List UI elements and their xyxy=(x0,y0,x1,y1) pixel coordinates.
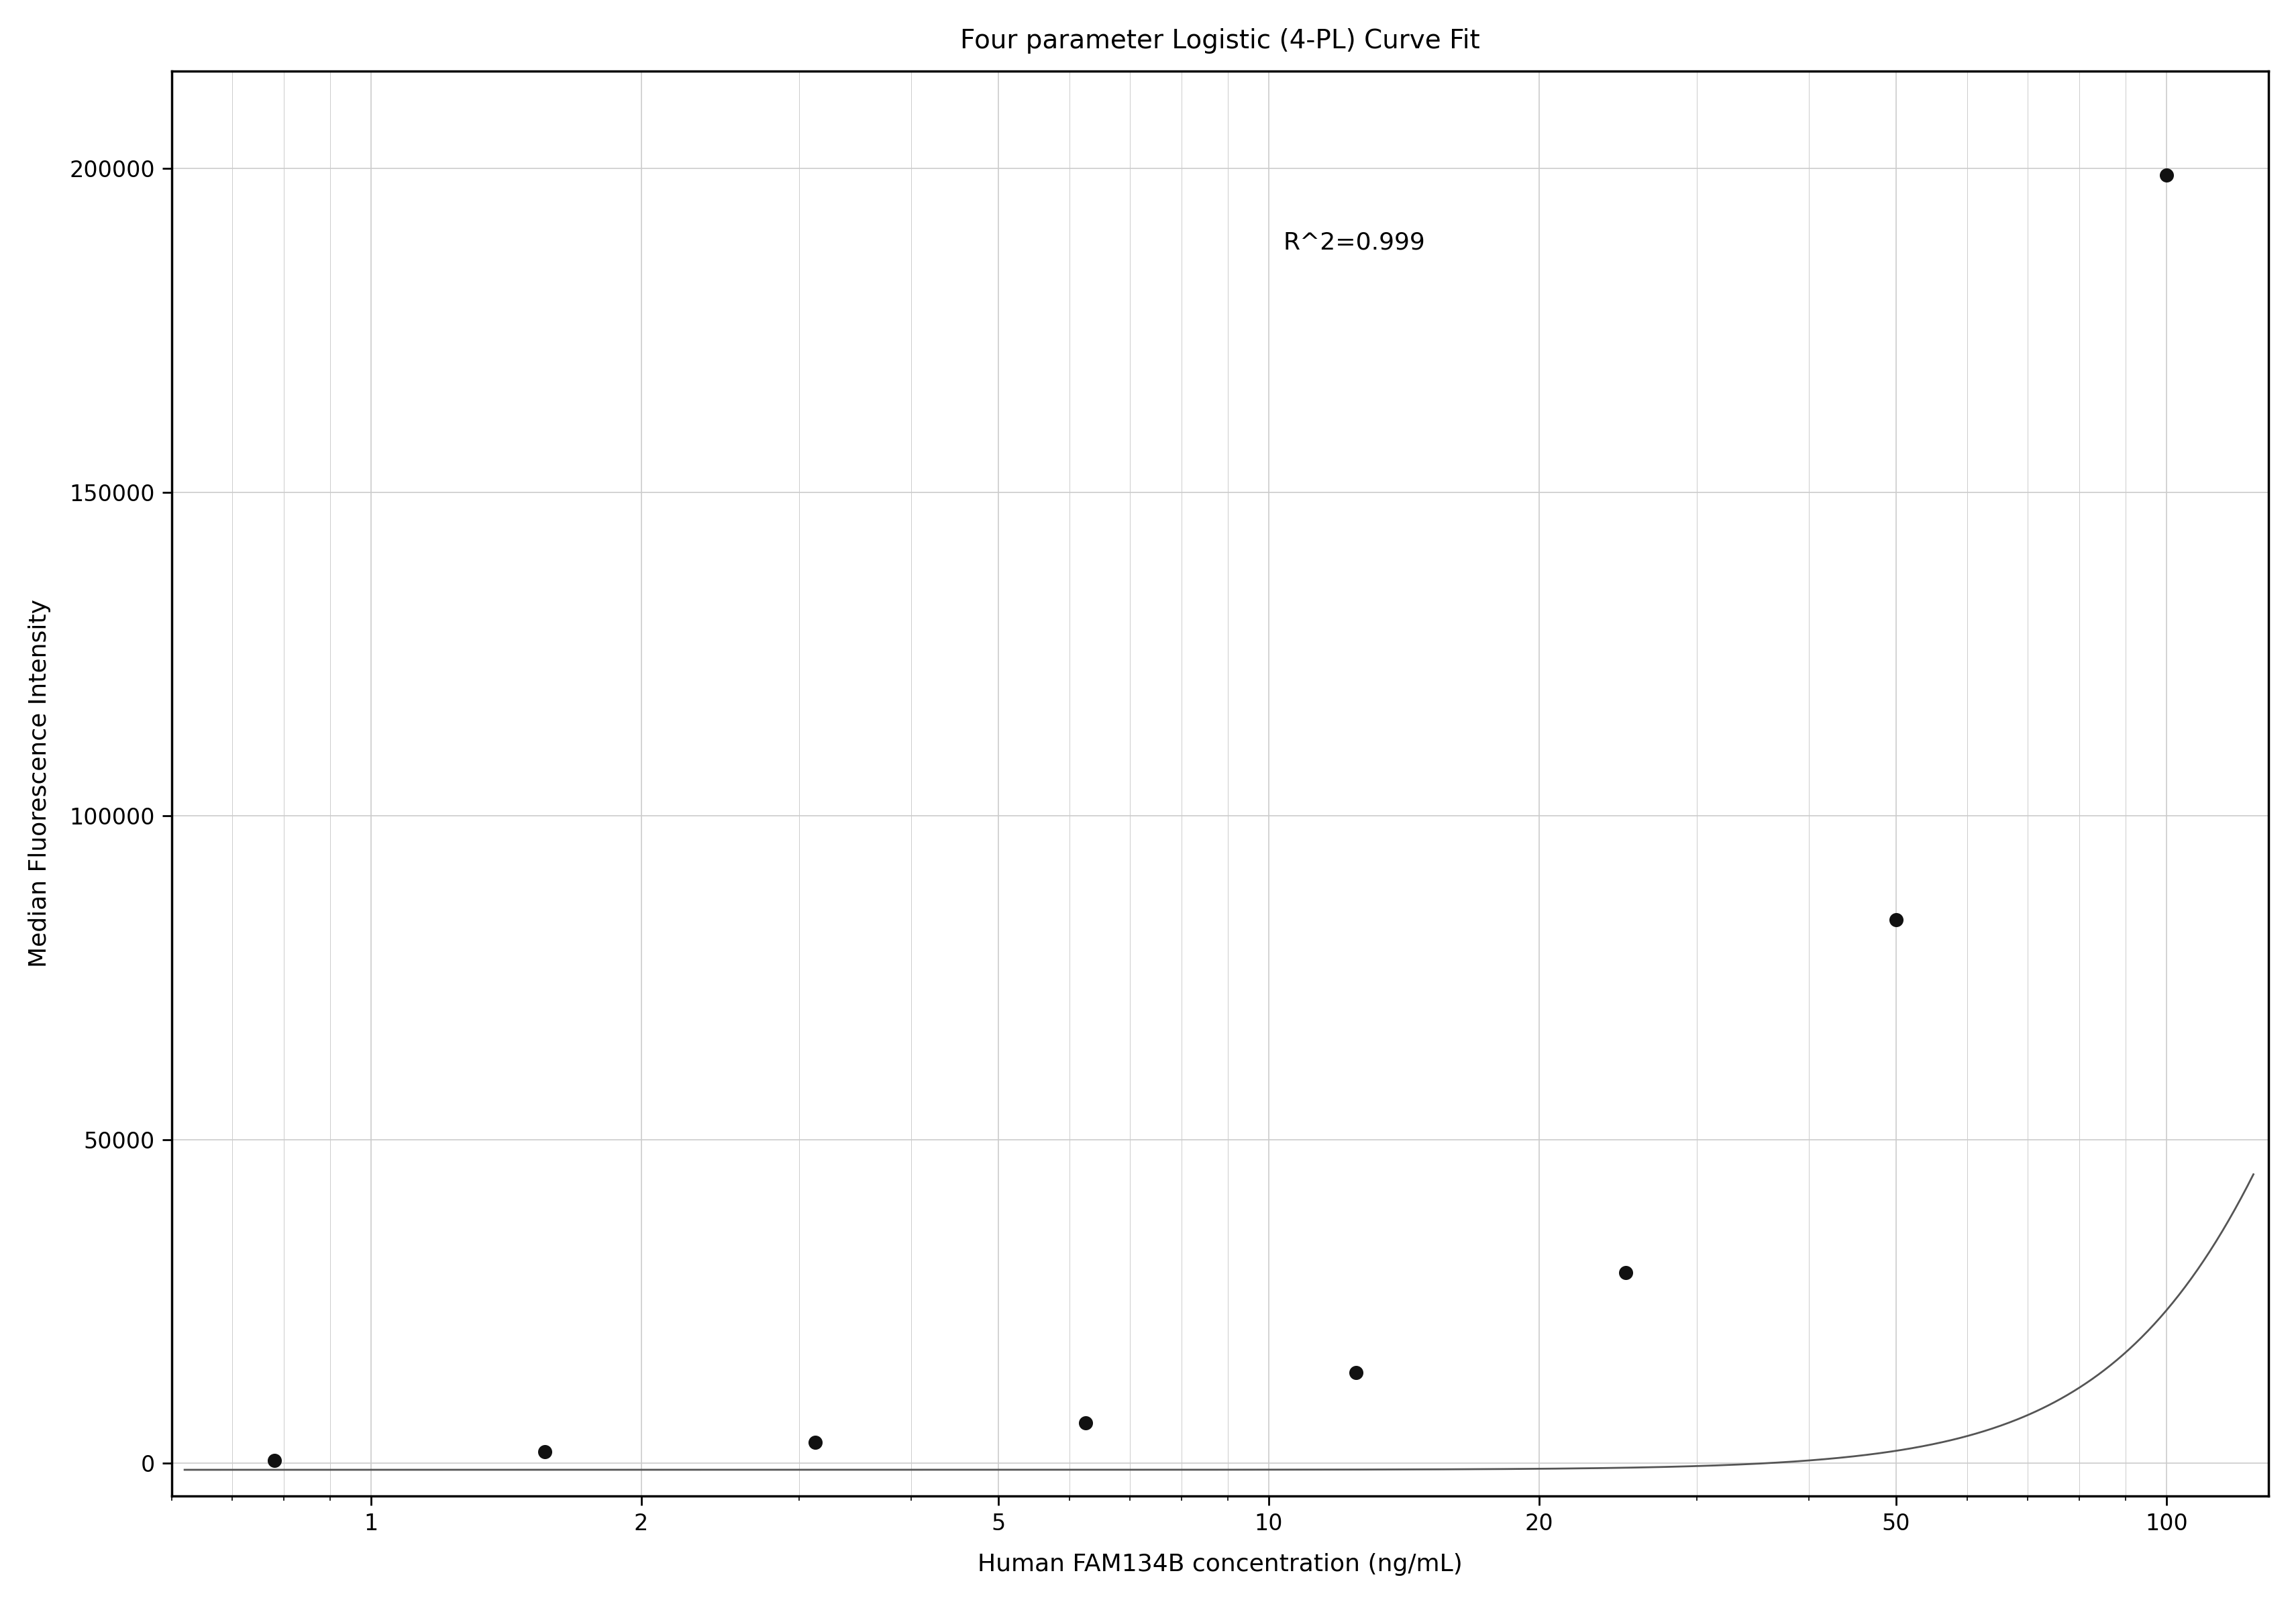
Point xyxy=(2147,162,2183,188)
Point xyxy=(1336,1360,1373,1386)
Y-axis label: Median Fluorescence Intensity: Median Fluorescence Intensity xyxy=(28,600,51,967)
Point xyxy=(1607,1259,1644,1285)
X-axis label: Human FAM134B concentration (ng/mL): Human FAM134B concentration (ng/mL) xyxy=(978,1553,1463,1577)
Point xyxy=(526,1439,563,1464)
Title: Four parameter Logistic (4-PL) Curve Fit: Four parameter Logistic (4-PL) Curve Fit xyxy=(960,27,1479,53)
Point xyxy=(1878,906,1915,932)
Point xyxy=(1068,1410,1104,1436)
Text: R^2=0.999: R^2=0.999 xyxy=(1283,231,1426,253)
Point xyxy=(797,1429,833,1455)
Point xyxy=(257,1448,294,1474)
